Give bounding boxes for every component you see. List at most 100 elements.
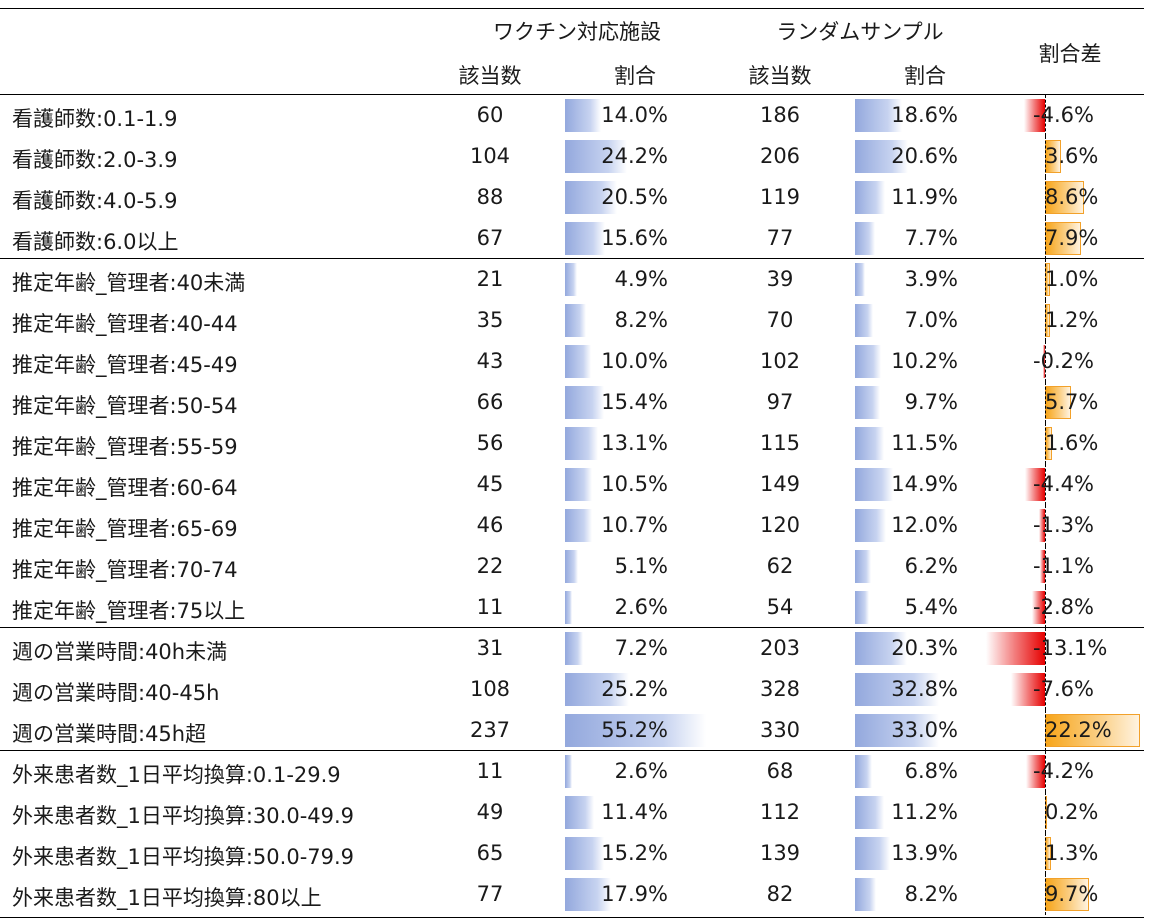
row-label: 看護師数:0.1-1.9: [12, 107, 178, 131]
random-ratio: 11.9%: [891, 185, 958, 209]
vaccine-ratio: 24.2%: [601, 144, 668, 168]
ratio-diff-bar-negative: [1039, 509, 1045, 542]
header-vaccine-ratio: 割合: [614, 64, 656, 88]
ratio-diff-value: -4.2%: [1033, 759, 1094, 783]
random-count: 139: [759, 841, 801, 865]
random-ratio-bar: [855, 386, 880, 419]
random-ratio: 7.0%: [904, 308, 958, 332]
random-ratio: 3.9%: [904, 267, 958, 291]
ratio-diff-axis: [1045, 423, 1046, 464]
vaccine-ratio: 55.2%: [601, 718, 668, 742]
row-label: 推定年齢_管理者:45-49: [12, 353, 238, 377]
random-ratio: 6.2%: [904, 554, 958, 578]
vaccine-count: 88: [476, 185, 504, 209]
random-ratio: 20.3%: [891, 636, 958, 660]
row-label: 推定年齢_管理者:75以上: [12, 599, 246, 623]
row-label: 看護師数:4.0-5.9: [12, 189, 178, 213]
ratio-diff-axis: [1045, 669, 1046, 710]
ratio-diff-value: 7.9%: [1045, 226, 1099, 250]
random-ratio: 20.6%: [891, 144, 958, 168]
vaccine-ratio: 17.9%: [601, 882, 668, 906]
random-ratio-bar: [855, 427, 885, 460]
ratio-diff-axis: [1045, 177, 1046, 218]
vaccine-ratio: 8.2%: [614, 308, 668, 332]
vaccine-count: 104: [469, 144, 511, 168]
row-label: 外来患者数_1日平均換算:30.0-49.9: [12, 804, 355, 828]
vaccine-ratio-bar: [565, 796, 595, 829]
header-random-count: 該当数: [748, 64, 812, 88]
random-count: 112: [759, 800, 801, 824]
random-count: 68: [766, 759, 794, 783]
vaccine-ratio: 25.2%: [601, 677, 668, 701]
random-ratio: 33.0%: [891, 718, 958, 742]
ratio-diff-bar-negative: [1032, 591, 1045, 624]
ratio-diff-axis: [1045, 341, 1046, 382]
group-separator: [0, 627, 1144, 628]
random-ratio-bar: [855, 99, 903, 132]
ratio-diff-bar-negative: [1025, 468, 1045, 501]
row-label: 看護師数:6.0以上: [12, 230, 179, 254]
vaccine-count: 65: [476, 841, 504, 865]
random-ratio-bar: [855, 468, 893, 501]
random-ratio: 9.7%: [904, 390, 958, 414]
vaccine-ratio-bar: [565, 755, 572, 788]
random-count: 70: [766, 308, 794, 332]
random-count: 186: [759, 103, 801, 127]
random-count: 120: [759, 513, 801, 537]
ratio-diff-value: -4.4%: [1033, 472, 1094, 496]
ratio-diff-bar-negative: [1026, 755, 1045, 788]
vaccine-ratio: 10.7%: [601, 513, 668, 537]
vaccine-ratio-bar: [565, 468, 592, 501]
header-ratio-diff: 割合差: [1038, 42, 1102, 66]
row-label: 推定年齢_管理者:40未満: [12, 271, 246, 295]
random-ratio: 7.7%: [904, 226, 958, 250]
vaccine-ratio: 7.2%: [614, 636, 668, 660]
vaccine-ratio: 15.6%: [601, 226, 668, 250]
ratio-diff-value: -1.1%: [1033, 554, 1094, 578]
row-label: 外来患者数_1日平均換算:50.0-79.9: [12, 845, 355, 869]
random-ratio-bar: [855, 509, 886, 542]
ratio-diff-axis: [1045, 628, 1046, 669]
ratio-diff-value: 1.0%: [1045, 267, 1099, 291]
ratio-diff-axis: [1045, 300, 1046, 341]
vaccine-ratio: 13.1%: [601, 431, 668, 455]
group-separator: [0, 750, 1144, 751]
ratio-diff-bar-negative: [1010, 673, 1045, 706]
ratio-diff-bar-negative: [986, 632, 1045, 665]
random-ratio: 18.6%: [891, 103, 958, 127]
random-count: 203: [759, 636, 801, 660]
vaccine-ratio: 10.0%: [601, 349, 668, 373]
vaccine-count: 45: [476, 472, 504, 496]
vaccine-ratio: 15.4%: [601, 390, 668, 414]
random-ratio: 10.2%: [891, 349, 958, 373]
ratio-diff-value: 22.2%: [1045, 718, 1112, 742]
ratio-diff-axis: [1045, 546, 1046, 587]
ratio-diff-value: 8.6%: [1045, 185, 1099, 209]
ratio-diff-value: -7.6%: [1033, 677, 1094, 701]
random-count: 62: [766, 554, 794, 578]
ratio-diff-bar-positive: [1045, 222, 1081, 255]
vaccine-ratio-bar: [565, 304, 586, 337]
random-ratio-bar: [855, 263, 865, 296]
vaccine-ratio-bar: [565, 345, 591, 378]
random-ratio-bar: [855, 837, 891, 870]
vaccine-count: 67: [476, 226, 504, 250]
random-ratio: 6.8%: [904, 759, 958, 783]
vaccine-ratio-bar: [565, 714, 706, 747]
ratio-diff-axis: [1045, 464, 1046, 505]
vaccine-ratio-bar: [565, 386, 605, 419]
ratio-diff-axis: [1045, 259, 1046, 300]
vaccine-count: 46: [476, 513, 504, 537]
vaccine-count: 66: [476, 390, 504, 414]
random-ratio-bar: [855, 632, 907, 665]
row-label: 推定年齢_管理者:65-69: [12, 517, 238, 541]
random-ratio-bar: [855, 304, 873, 337]
header-vaccine-count: 該当数: [458, 64, 522, 88]
vaccine-ratio: 2.6%: [614, 759, 668, 783]
group-separator: [0, 94, 1144, 95]
random-ratio: 5.4%: [904, 595, 958, 619]
ratio-diff-value: -1.3%: [1033, 513, 1094, 537]
ratio-diff-axis: [1045, 587, 1046, 628]
vaccine-ratio-bar: [565, 673, 630, 706]
ratio-diff-value: 1.3%: [1045, 841, 1099, 865]
